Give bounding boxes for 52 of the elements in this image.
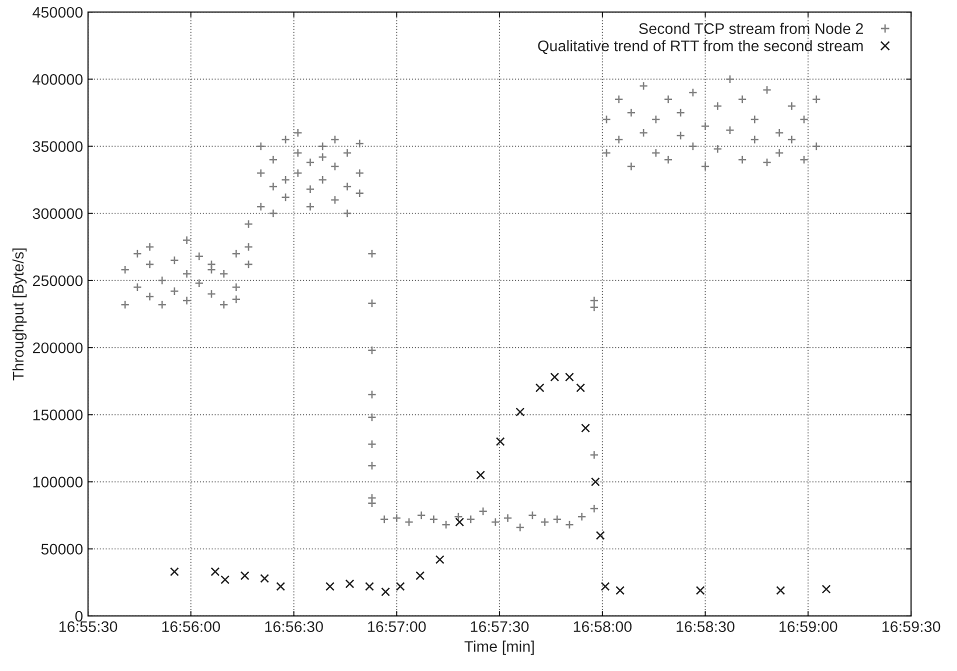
point xyxy=(600,582,610,591)
point xyxy=(365,582,374,591)
point xyxy=(240,571,250,580)
y-tick-label: 0 xyxy=(75,610,83,622)
y-tick-label: 300000 xyxy=(32,208,83,220)
point xyxy=(396,582,405,591)
point xyxy=(455,518,464,527)
point xyxy=(276,582,286,591)
point xyxy=(516,407,525,416)
point xyxy=(210,567,220,576)
point xyxy=(616,586,625,595)
point xyxy=(590,477,600,486)
y-tick-label: 100000 xyxy=(33,476,83,488)
x-tick-label: 16:56:00 xyxy=(162,621,220,632)
point xyxy=(260,574,270,583)
point xyxy=(345,579,354,588)
y-tick-label: 400000 xyxy=(32,74,83,85)
point xyxy=(220,575,230,584)
point xyxy=(822,584,831,594)
point xyxy=(170,567,179,576)
y-axis-title: Throughput [Byte/s] xyxy=(12,248,27,380)
x-tick-label: 16:58:30 xyxy=(676,621,734,632)
point xyxy=(326,582,334,591)
point xyxy=(496,437,505,446)
x-tick-label: 16:59:30 xyxy=(882,621,940,632)
x-tick-label: 16:58:00 xyxy=(574,621,632,632)
point xyxy=(416,571,425,580)
y-tick-label: 150000 xyxy=(33,410,83,420)
y-tick-label: 450000 xyxy=(32,6,83,18)
x-tick-label: 16:59:00 xyxy=(780,621,838,632)
point xyxy=(476,470,486,480)
point xyxy=(596,530,605,540)
y-tick-label: 350000 xyxy=(32,141,83,152)
point xyxy=(535,383,544,392)
x-axis-title: Time [min] xyxy=(464,640,534,655)
point xyxy=(776,586,786,595)
x-tick-label: 16:57:30 xyxy=(470,621,529,632)
y-tick-label: 250000 xyxy=(32,275,83,286)
point xyxy=(550,372,560,382)
point xyxy=(435,555,444,564)
y-tick-label: 200000 xyxy=(32,342,83,354)
x-tick-label: 16:56:30 xyxy=(265,621,323,632)
x-tick-label: 16:57:00 xyxy=(368,621,426,632)
legend-label: Second TCP stream from Node 2 xyxy=(639,22,863,34)
point xyxy=(581,424,590,433)
point xyxy=(381,587,390,596)
x-tick-label: 16:55:30 xyxy=(59,621,118,632)
y-tick-label: 50000 xyxy=(41,544,83,555)
point xyxy=(564,372,574,382)
point xyxy=(696,586,705,595)
legend-label: Qualitative trend of RTT from the second stream xyxy=(538,40,863,54)
point xyxy=(576,383,586,392)
